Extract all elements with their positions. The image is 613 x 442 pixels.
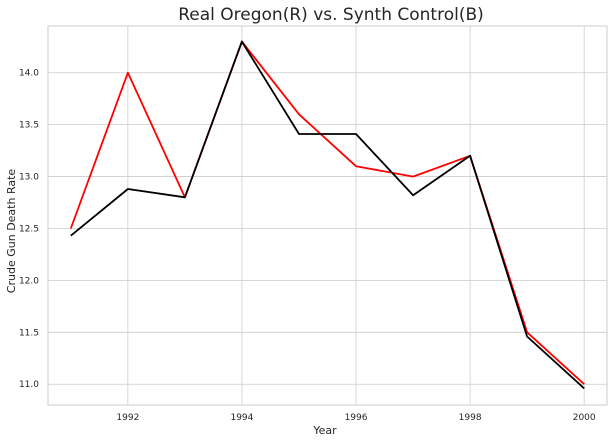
y-tick-label: 11.0 — [19, 380, 39, 390]
grid-lines — [48, 26, 607, 405]
real-oregon-line — [69, 40, 585, 385]
y-tick-label: 14.0 — [19, 69, 39, 79]
x-tick-label: 1994 — [230, 413, 253, 423]
series-layer — [69, 40, 585, 390]
chart-title: Real Oregon(R) vs. Synth Control(B) — [178, 5, 484, 25]
x-tick-labels: 1992 1994 1996 1998 2000 — [116, 413, 596, 423]
x-tick-label: 1998 — [459, 413, 482, 423]
y-tick-labels: 11.0 11.5 12.0 12.5 13.0 13.5 14.0 — [19, 69, 39, 391]
x-tick-label: 1992 — [116, 413, 139, 423]
y-tick-label: 13.5 — [19, 121, 39, 131]
y-tick-label: 12.5 — [19, 224, 39, 234]
y-axis-label: Crude Gun Death Rate — [5, 169, 18, 294]
y-tick-label: 13.0 — [19, 173, 39, 183]
synth-control-line — [70, 40, 585, 390]
y-tick-label: 11.5 — [19, 328, 39, 338]
x-axis-label: Year — [312, 424, 337, 437]
plot-area — [47, 25, 608, 406]
plot-frame — [47, 25, 608, 406]
y-tick-label: 12.0 — [19, 276, 39, 286]
x-tick-label: 2000 — [573, 413, 596, 423]
x-tick-label: 1996 — [345, 413, 368, 423]
